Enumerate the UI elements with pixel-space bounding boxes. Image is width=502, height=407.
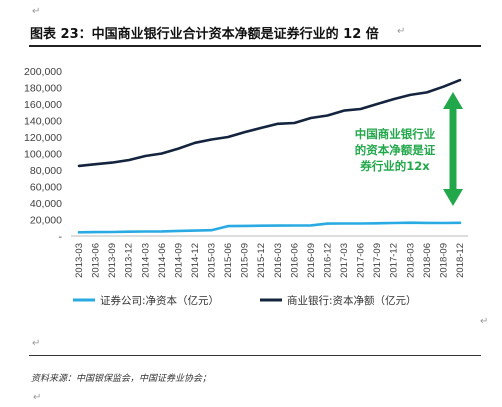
x-tick-label: 2013-06 bbox=[91, 243, 102, 278]
x-tick-label: 2016-06 bbox=[289, 243, 300, 278]
y-tick-label: 20,000 bbox=[30, 215, 62, 227]
x-tick-label: 2013-09 bbox=[107, 243, 118, 278]
x-tick-label: 2018-06 bbox=[422, 243, 433, 278]
x-tick-label: 2018-12 bbox=[455, 243, 466, 278]
y-tick-label: 200,000 bbox=[24, 66, 62, 78]
y-tick-label: 120,000 bbox=[24, 132, 62, 144]
y-tick-label: 100,000 bbox=[24, 149, 62, 161]
x-tick-label: 2018-09 bbox=[438, 243, 449, 278]
legend: 证券公司:净资本（亿元） 商业银行:资本净额（亿元） bbox=[73, 294, 417, 307]
edit-mark-title: ↵ bbox=[397, 26, 406, 37]
x-tick-label: 2018-03 bbox=[405, 243, 416, 278]
double-arrow-icon bbox=[443, 92, 463, 206]
y-axis-tick-labels: - 20,000 40,000 60,000 80,000 100,000 120,000 1… bbox=[24, 66, 62, 243]
source-note: 资料来源：中国银保监会，中国证券业协会； bbox=[31, 374, 212, 384]
legend-label: 证券公司:净资本（亿元） bbox=[100, 294, 219, 307]
annotation-line: 券行业的12x bbox=[359, 159, 430, 173]
x-tick-label: 2014-09 bbox=[173, 243, 184, 278]
x-tick-label: 2014-03 bbox=[140, 243, 151, 278]
edit-mark-top: ↵ bbox=[32, 6, 41, 17]
x-tick-label: 2017-06 bbox=[356, 243, 367, 278]
series-lines bbox=[77, 78, 462, 234]
title-rule bbox=[29, 45, 481, 47]
bottom-rule bbox=[29, 355, 481, 356]
x-tick-label: 2014-12 bbox=[190, 243, 201, 278]
y-tick-label: 80,000 bbox=[30, 165, 62, 177]
x-tick-label: 2013-12 bbox=[124, 243, 135, 278]
x-tick-label: 2017-09 bbox=[372, 243, 383, 278]
edit-mark-mid: ↵ bbox=[32, 338, 41, 349]
y-tick-label: 140,000 bbox=[24, 116, 62, 128]
edit-mark-chart: ↵ bbox=[480, 316, 489, 327]
y-tick-label: 40,000 bbox=[30, 198, 62, 210]
line-chart: - 20,000 40,000 60,000 80,000 100,000 120,000 1… bbox=[24, 66, 468, 307]
y-tick-label: 160,000 bbox=[24, 99, 62, 111]
x-tick-label: 2015-03 bbox=[207, 243, 218, 278]
x-tick-label: 2015-12 bbox=[256, 243, 267, 278]
x-tick-label: 2016-03 bbox=[273, 243, 284, 278]
x-axis-tick-labels: 2013-03 2013-06 2013-09 2013-12 2014-03 2014-… bbox=[74, 243, 466, 278]
edit-mark-bottom: ↵ bbox=[33, 392, 42, 403]
x-tick-label: 2017-12 bbox=[389, 243, 400, 278]
x-tick-label: 2015-06 bbox=[223, 243, 234, 278]
legend-label: 商业银行:资本净额（亿元） bbox=[287, 294, 417, 307]
x-tick-label: 2015-09 bbox=[240, 243, 251, 278]
y-tick-label: 180,000 bbox=[24, 83, 62, 95]
x-tick-label: 2013-03 bbox=[74, 243, 85, 278]
y-tick-label: - bbox=[59, 231, 63, 243]
annotation-line: 中国商业银行业 bbox=[355, 127, 436, 141]
x-tick-label: 2016-12 bbox=[322, 243, 333, 278]
x-tick-label: 2016-09 bbox=[306, 243, 317, 278]
series-line-0 bbox=[77, 221, 462, 234]
series-line-1 bbox=[77, 78, 462, 168]
y-tick-label: 60,000 bbox=[30, 182, 62, 194]
x-tick-label: 2014-06 bbox=[157, 243, 168, 278]
x-tick-label: 2017-03 bbox=[339, 243, 350, 278]
figure-title: 图表 23：中国商业银行业合计资本净额是证券行业的 12 倍 bbox=[30, 27, 379, 42]
arrow-shape bbox=[443, 92, 463, 206]
annotation-line: 的资本净额是证 bbox=[355, 143, 436, 157]
